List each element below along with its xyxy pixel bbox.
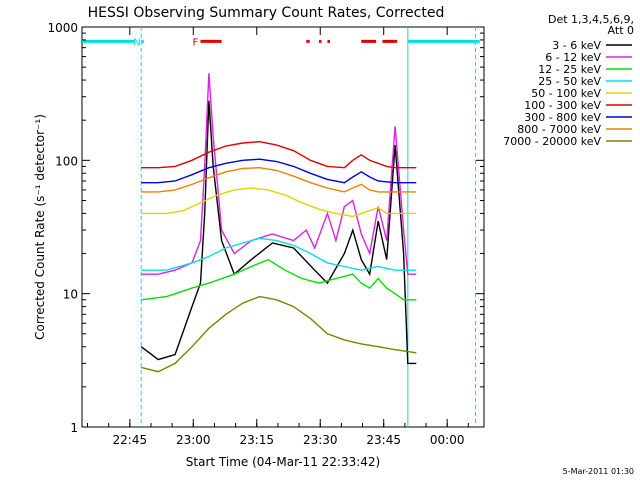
y-tick-label-0: 1 [70,421,78,435]
series-line-6 [141,158,417,184]
footer-timestamp: 5-Mar-2011 01:30 [563,467,634,476]
y-tick-label-1: 10 [63,288,78,302]
series-line-1 [141,73,417,275]
x-tick-label-5: 00:00 [430,433,465,447]
x-tick-label-2: 23:15 [239,433,274,447]
y-tick-label-2: 100 [55,154,78,168]
x-axis-ticks: 22:45 23:00 23:15 23:30 23:45 00:00 [87,27,469,447]
legend-label-2: 12 - 25 keV [538,63,601,76]
status-bar-label-2: F [192,37,198,48]
x-tick-label-0: 22:45 [113,433,148,447]
x-tick-label-4: 23:45 [366,433,401,447]
status-bar-label-1: N [133,37,140,48]
x-tick-label-3: 23:30 [303,433,338,447]
series-line-3 [141,237,417,271]
legend-label-0: 3 - 6 keV [552,39,601,52]
y-axis-label: Corrected Count Rate (s⁻¹ detector⁻¹) [33,114,47,340]
y-axis-ticks: 1 10 100 1000 [47,21,484,435]
vertical-markers [140,27,477,427]
y-tick-label-3: 1000 [47,21,78,35]
series-line-4 [141,187,417,218]
chart-title: HESSI Observing Summary Count Rates, Cor… [88,5,445,21]
series-lines [140,73,417,373]
legend-label-7: 800 - 7000 keV [517,123,601,136]
x-axis-label: Start Time (04-Mar-11 22:33:42) [186,455,380,469]
legend-label-3: 25 - 50 keV [538,75,601,88]
series-line-8 [141,295,417,373]
legend-header-0: Det 1,3,4,5,6,9, [548,13,634,26]
plot-frame [81,26,485,428]
legend-label-6: 300 - 800 keV [524,111,601,124]
legend-label-5: 100 - 300 keV [524,99,601,112]
legend-label-1: 6 - 12 keV [545,51,601,64]
series-line-7 [141,166,417,193]
legend-label-4: 50 - 100 keV [531,87,601,100]
x-tick-label-1: 23:00 [176,433,211,447]
legend-header-1: Att 0 [608,24,634,37]
series-line-5 [141,140,417,169]
series-line-2 [141,258,417,301]
series-line-0 [140,100,417,365]
legend-label-8: 7000 - 20000 keV [503,135,601,148]
